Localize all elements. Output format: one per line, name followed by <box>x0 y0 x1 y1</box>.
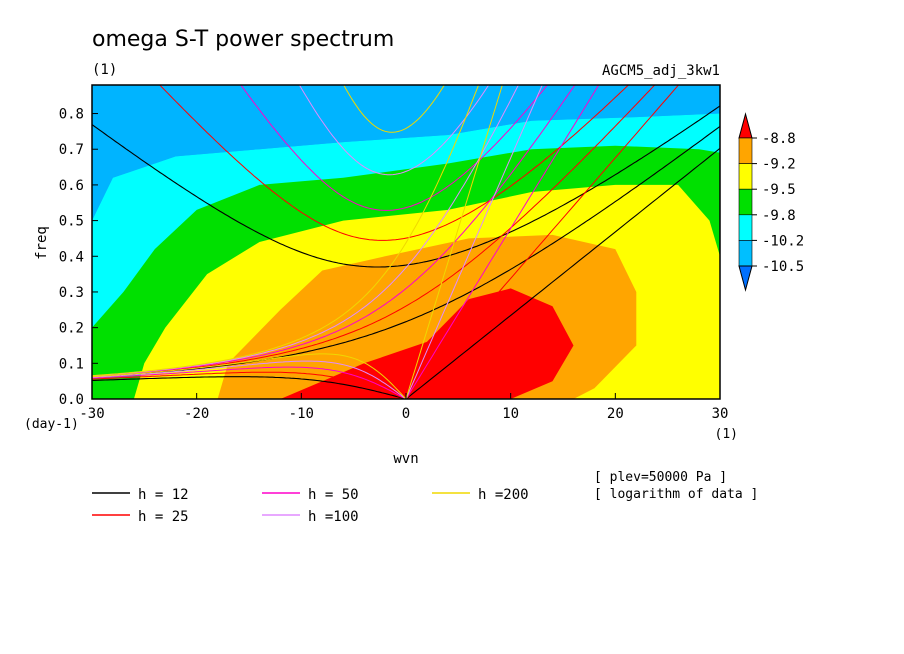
colorbar-label: -9.8 <box>762 208 796 224</box>
dispersion-curves <box>92 85 720 399</box>
curve-h50-0 <box>405 85 600 399</box>
colorbar-label: -8.8 <box>762 131 796 147</box>
legend-label: h = 50 <box>308 487 359 503</box>
colorbar-box <box>738 240 753 267</box>
x-tick-label: -10 <box>289 406 314 422</box>
chart-title: omega S-T power spectrum <box>92 27 394 52</box>
colorbar-label: -9.2 <box>762 157 796 173</box>
curve-h25-2 <box>159 85 630 241</box>
legend-label: h =100 <box>308 509 359 525</box>
colorbar-label: -10.5 <box>762 259 804 275</box>
curve-h12-0 <box>405 147 720 399</box>
y-tick-label: 0.6 <box>59 178 84 194</box>
curve-h12-1 <box>92 125 720 378</box>
curve-h12-3 <box>92 376 407 399</box>
curve-h100-2 <box>298 85 490 176</box>
contour-band-gt-8.8 <box>280 288 574 399</box>
curve-h50-3 <box>92 366 407 399</box>
colorbar-box <box>738 188 753 216</box>
y-axis: 0.0 0.1 0.2 0.3 0.4 0.5 0.6 0.7 0.8 <box>59 107 98 408</box>
contour-band-10.5-10.2 <box>92 85 720 221</box>
colorbar-box <box>738 137 753 164</box>
y-tick-label: 0.4 <box>59 249 84 265</box>
legend-label: h = 12 <box>138 487 189 503</box>
legend-label: h =200 <box>478 487 529 503</box>
x-tick-label: 20 <box>607 406 624 422</box>
y-tick-label: 0.3 <box>59 285 84 301</box>
note-log: [ logarithm of data ] <box>594 487 758 502</box>
x-tick-label: 0 <box>402 406 410 422</box>
colorbar-box <box>738 214 753 241</box>
y-tick-label: 0.7 <box>59 142 84 158</box>
curve-h25-0 <box>405 85 680 399</box>
curve-h50-1 <box>92 85 576 377</box>
colorbar-bottom-arrow <box>738 265 753 292</box>
curve-h25-1 <box>92 85 656 377</box>
curve-h200-2 <box>343 85 445 133</box>
curve-h50-2 <box>240 85 548 211</box>
colorbar-top-arrow <box>738 112 753 139</box>
curve-h200-0 <box>405 85 503 399</box>
y-unit: (day-1) <box>24 417 79 432</box>
curve-h100-0 <box>405 85 543 399</box>
note-plev: [ plev=50000 Pa ] <box>594 470 727 485</box>
colorbar: -8.8 -9.2 -9.5 -9.8 -10.2 -10.5 <box>738 112 804 292</box>
colorbar-box <box>738 163 753 190</box>
curve-h12-2 <box>92 105 720 268</box>
x-unit: (1) <box>715 427 738 442</box>
y-tick-label: 0.0 <box>59 392 84 408</box>
x-axis-label: wvn <box>393 451 418 467</box>
curve-h200-1 <box>92 85 480 377</box>
x-tick-label: -30 <box>79 406 104 422</box>
colorbar-label: -9.5 <box>762 182 796 198</box>
plot-area <box>92 85 720 399</box>
colorbar-label: -10.2 <box>762 233 804 249</box>
x-tick-label: 10 <box>502 406 519 422</box>
curve-h200-3 <box>92 353 407 399</box>
curve-h100-3 <box>92 360 407 399</box>
x-tick-label: -20 <box>184 406 209 422</box>
y-tick-label: 0.1 <box>59 356 84 372</box>
legend-label: h = 25 <box>138 509 189 525</box>
y-tick-label: 0.8 <box>59 107 84 123</box>
x-axis: -30 -20 -10 0 10 20 30 <box>79 393 728 422</box>
unit-label: (1) <box>92 62 117 78</box>
run-name: AGCM5_adj_3kw1 <box>602 63 720 79</box>
y-tick-label: 0.5 <box>59 214 84 230</box>
x-tick-label: 30 <box>712 406 729 422</box>
curve-h25-3 <box>92 371 407 399</box>
legend: h = 12 h = 25 h = 50 h =100 h =200 <box>92 487 529 525</box>
y-axis-label: freq <box>34 226 50 260</box>
filled-contours <box>92 85 720 399</box>
y-tick-label: 0.2 <box>59 321 84 337</box>
curve-h100-1 <box>92 85 519 377</box>
